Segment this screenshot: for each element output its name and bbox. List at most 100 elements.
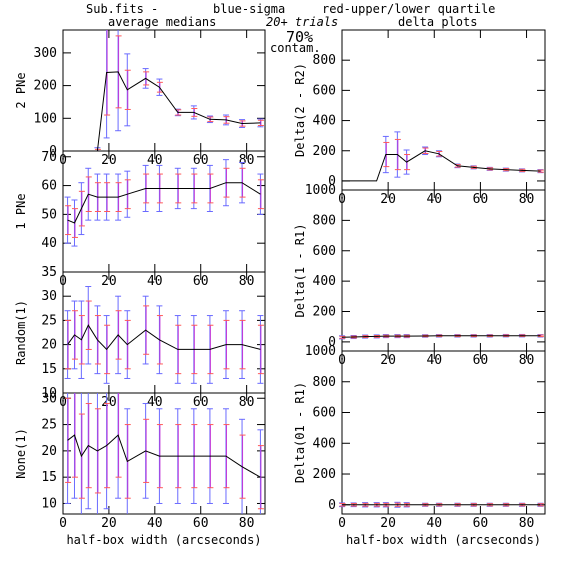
x-tick-label: 20 [101,153,117,168]
y-tick-label: 60 [41,179,57,194]
median-line [67,324,261,351]
y-axis-label: Delta(01 - R1) [293,382,307,483]
x-tick-label: 20 [101,516,117,531]
panel-6: 0 200 400 600 800 1000 0 20 40 60 80 Delta(01 - R1)… [293,344,546,547]
y-tick-label: 200 [313,467,336,482]
y-tick-label: 0 [328,335,336,350]
x-tick-label: 20 [380,353,396,368]
y-tick-label: 800 [313,213,336,228]
trials-label: 20+ trials [266,15,338,29]
x-tick-label: 0 [338,516,346,531]
panel-frame [62,29,266,152]
y-tick-label: 600 [313,244,336,259]
y-tick-label: 25 [41,418,57,433]
y-tick-label: 600 [313,83,336,98]
y-tick-label: 200 [34,79,57,94]
y-tick-label: 400 [313,114,336,129]
x-tick-label: 40 [426,516,442,531]
x-tick-label: 20 [101,395,117,410]
x-tick-label: 80 [239,516,255,531]
median-line [67,182,261,224]
x-tick-label: 80 [519,353,535,368]
y-tick-label: 100 [34,111,57,126]
x-tick-label: 40 [147,153,163,168]
legend-red-quartile: red-upper/lower quartile [322,2,495,16]
y-tick-label: 10 [41,496,57,511]
y-tick-label: 70 [41,150,57,165]
median-line [96,71,261,152]
y-tick-label: 0 [49,144,57,159]
header-prefix: Sub.fits - [86,2,158,16]
panel-frame [341,189,546,352]
y-tick-label: 50 [41,207,57,222]
x-axis-label: half-box width (arcseconds) [66,533,261,547]
y-tick-label: 40 [41,236,57,251]
x-tick-label: 20 [380,516,396,531]
panel-frame [62,392,266,515]
y-tick-label: 300 [34,46,57,61]
x-axis-label: half-box width (arcseconds) [346,533,541,547]
x-tick-label: 80 [239,153,255,168]
y-tick-label: 20 [41,338,57,353]
x-tick-label: 80 [519,192,535,207]
y-tick-label: 600 [313,406,336,421]
x-tick-label: 80 [239,395,255,410]
x-tick-label: 60 [193,274,209,289]
x-tick-label: 20 [101,274,117,289]
y-tick-label: 200 [313,305,336,320]
y-tick-label: 30 [41,391,57,406]
y-axis-label: Random(1) [14,300,28,365]
x-tick-label: 40 [147,395,163,410]
y-tick-label: 15 [41,362,57,377]
y-tick-label: 0 [328,174,336,189]
x-tick-label: 60 [473,516,489,531]
y-tick-label: 800 [313,375,336,390]
right-column-title: delta plots [398,15,477,29]
y-tick-label: 200 [313,144,336,159]
y-tick-label: 35 [41,265,57,280]
panel-frame [341,350,546,515]
x-tick-label: 60 [193,516,209,531]
median-line [341,335,541,338]
y-tick-label: 0 [328,498,336,513]
x-tick-label: 60 [193,395,209,410]
y-axis-label: None(1) [14,428,28,479]
median-line [67,434,261,478]
median-line [342,150,541,182]
x-tick-label: 80 [239,274,255,289]
x-tick-label: 40 [426,192,442,207]
y-axis-label: 2 PNe [14,72,28,108]
x-tick-label: 60 [193,153,209,168]
y-axis-label: 1 PNe [14,193,28,229]
y-tick-label: 400 [313,436,336,451]
y-tick-label: 25 [41,313,57,328]
x-tick-label: 0 [59,516,67,531]
x-tick-label: 60 [473,192,489,207]
x-tick-label: 20 [380,192,396,207]
y-tick-label: 1000 [305,344,336,359]
x-tick-label: 60 [473,353,489,368]
x-tick-label: 40 [426,353,442,368]
panel-3: 10 15 20 25 30 0 20 40 60 80 None(1) half-box width… [14,391,266,547]
x-tick-label: 80 [519,516,535,531]
y-tick-label: 800 [313,53,336,68]
y-tick-label: 15 [41,470,57,485]
contamination-word: contam. [270,41,321,55]
y-tick-label: 1000 [305,183,336,198]
panel-frame [62,150,266,273]
contamination-percent: 70% [286,28,313,46]
y-tick-label: 10 [41,386,57,401]
left-column-title: average medians [108,15,216,29]
x-tick-label: 40 [147,516,163,531]
x-tick-label: 40 [147,274,163,289]
panel-frame [341,29,546,191]
y-axis-label: Delta(1 - R1) [293,224,307,318]
